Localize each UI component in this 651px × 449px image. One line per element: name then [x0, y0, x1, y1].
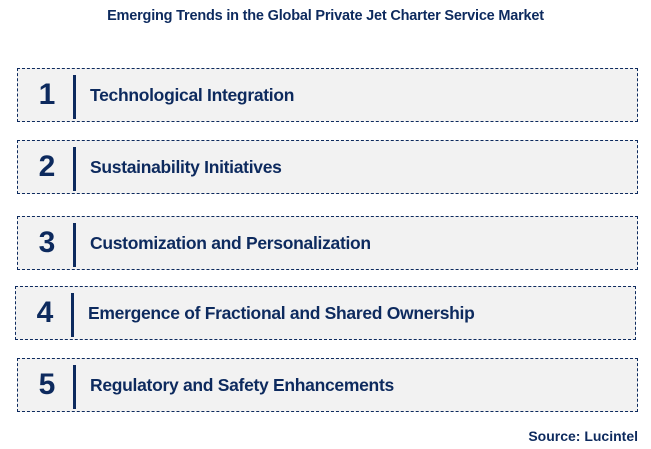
source-credit: Source: Lucintel	[528, 428, 638, 444]
separator-bar	[73, 147, 76, 191]
trend-label: Customization and Personalization	[90, 232, 371, 253]
trend-item-1: 1 Technological Integration	[17, 68, 638, 122]
trend-label: Regulatory and Safety Enhancements	[90, 374, 394, 395]
diagram-title: Emerging Trends in the Global Private Je…	[107, 8, 544, 24]
trend-item-4: 4 Emergence of Fractional and Shared Own…	[15, 286, 636, 340]
separator-bar	[71, 293, 74, 337]
trend-number: 5	[38, 368, 56, 401]
trend-label: Technological Integration	[90, 84, 295, 105]
trend-number: 2	[38, 150, 56, 183]
trend-number: 4	[36, 296, 54, 329]
separator-bar	[73, 75, 76, 119]
trend-item-3: 3 Customization and Personalization	[17, 216, 638, 270]
separator-bar	[73, 223, 76, 267]
trend-label: Sustainability Initiatives	[90, 156, 282, 177]
trend-item-5: 5 Regulatory and Safety Enhancements	[17, 358, 638, 412]
trend-label: Emergence of Fractional and Shared Owner…	[88, 302, 475, 323]
trend-number: 3	[38, 226, 56, 259]
trend-item-2: 2 Sustainability Initiatives	[17, 140, 638, 194]
separator-bar	[73, 365, 76, 409]
trend-number: 1	[38, 78, 56, 111]
